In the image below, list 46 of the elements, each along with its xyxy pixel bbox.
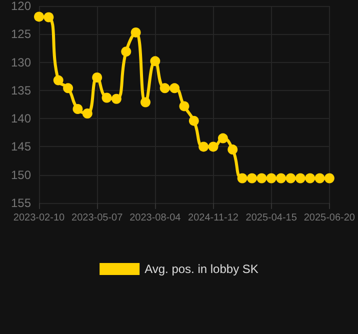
point bbox=[140, 97, 150, 108]
y-tick-label: 145 bbox=[10, 140, 32, 154]
point bbox=[179, 101, 190, 112]
x-tick-label: 2023-05-07 bbox=[72, 212, 124, 224]
x-tick-label: 2025-06-20 bbox=[304, 212, 356, 224]
point bbox=[314, 173, 325, 184]
point bbox=[188, 116, 199, 126]
point bbox=[63, 83, 74, 94]
x-tick-label: 2024-11-12 bbox=[188, 212, 239, 224]
y-tick-label: 140 bbox=[10, 112, 32, 126]
y-tick-label: 155 bbox=[10, 196, 32, 210]
point bbox=[266, 173, 276, 184]
point bbox=[295, 173, 306, 184]
point bbox=[286, 173, 296, 184]
point bbox=[150, 56, 160, 66]
point bbox=[72, 104, 83, 114]
legend-label: Avg. pos. in lobby SK bbox=[144, 262, 258, 276]
point bbox=[198, 142, 209, 152]
point bbox=[208, 142, 218, 152]
point bbox=[276, 173, 286, 184]
point bbox=[121, 46, 132, 57]
y-tick-label: 120 bbox=[10, 0, 32, 13]
point bbox=[305, 173, 316, 184]
point bbox=[218, 133, 228, 144]
x-tick-label: 2023-02-10 bbox=[13, 212, 66, 224]
y-tick-label: 150 bbox=[10, 168, 32, 182]
x-tick-label: 2023-08-04 bbox=[130, 212, 182, 224]
point bbox=[44, 12, 54, 22]
y-tick-label: 130 bbox=[10, 55, 32, 70]
point bbox=[111, 94, 122, 104]
point bbox=[130, 27, 141, 38]
point bbox=[256, 173, 267, 184]
point bbox=[92, 72, 102, 82]
point bbox=[82, 108, 92, 119]
point bbox=[228, 144, 238, 155]
y-tick-label: 135 bbox=[10, 83, 32, 98]
point bbox=[246, 173, 257, 184]
point bbox=[53, 75, 64, 86]
point bbox=[160, 83, 170, 94]
y-tick-label: 125 bbox=[10, 27, 32, 42]
point bbox=[324, 173, 334, 184]
point bbox=[34, 12, 44, 22]
point bbox=[102, 92, 112, 103]
point bbox=[170, 83, 180, 94]
x-tick-label: 2025-04-15 bbox=[246, 212, 298, 224]
point bbox=[237, 173, 248, 184]
